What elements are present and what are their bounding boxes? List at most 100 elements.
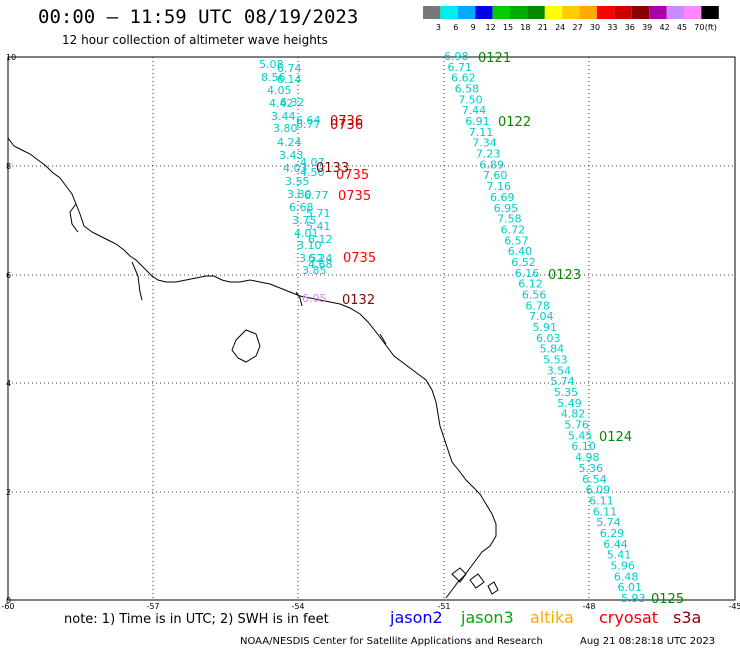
time-label: 0121: [478, 51, 511, 66]
swh-value: 6.40: [508, 245, 533, 258]
lon-tick-label: -45: [728, 602, 740, 610]
swh-value: 6.57: [504, 234, 529, 247]
lat-tick-labels: 0 2 4 6 8 10: [6, 53, 16, 605]
color-swatch: [649, 6, 667, 19]
track-west-b: 6.746.146.326.646.774.074.506.775.715.41…: [277, 62, 333, 271]
time-labels: 0121012201230124012507360736013307350735…: [316, 51, 684, 607]
swh-value: 4.07: [300, 156, 325, 169]
island-outline: [231, 329, 261, 363]
swh-value: 6.14: [277, 73, 302, 86]
swh-value: 7.04: [529, 310, 554, 323]
legend-cryosat: cryosat: [599, 608, 659, 627]
swh-value: 7.23: [476, 148, 501, 161]
color-swatch: [562, 6, 580, 19]
lon-tick-label: -54: [291, 602, 304, 610]
color-swatch: [631, 6, 650, 19]
lon-tick-label: -60: [1, 602, 14, 610]
swh-value: 7.58: [497, 213, 521, 226]
swh-value: 5.71: [306, 207, 331, 220]
swh-value: 6.69: [490, 191, 515, 204]
swh-value: 6.44: [603, 538, 628, 551]
swh-value: 4.03: [283, 162, 308, 175]
color-scale-label: 15: [503, 23, 513, 32]
color-swatch: [666, 6, 684, 19]
swh-value: 7.60: [483, 169, 508, 182]
swh-value: 6.77: [296, 118, 321, 131]
swh-value: 6.12: [308, 233, 333, 246]
swh-value: 7.50: [458, 93, 483, 106]
swh-value: 4.24: [277, 136, 302, 149]
swh-value: 6.32: [280, 96, 305, 109]
color-scale-label: 6: [453, 23, 458, 32]
swh-value: 6.10: [571, 440, 596, 453]
swh-value: 3.52: [299, 252, 324, 265]
legend-s3a: s3a: [673, 608, 702, 627]
swh-value: 5.74: [550, 375, 575, 388]
swh-value: 5.08: [259, 58, 284, 71]
swh-value: 7.34: [472, 137, 497, 150]
swh-value: 6.11: [593, 505, 618, 518]
color-scale-label: 39: [642, 23, 652, 32]
swh-value: 6.16: [515, 267, 540, 280]
color-swatch: [701, 6, 719, 19]
swh-value: 8.56: [261, 71, 286, 84]
map-frame: [7, 56, 736, 601]
lon-tick-label: -57: [146, 602, 159, 610]
track-east: 6.986.716.626.587.507.446.917.117.347.23…: [444, 50, 646, 605]
color-scale-label: 36: [625, 23, 635, 32]
legend-altika: altika: [530, 608, 574, 627]
swh-value: 6.54: [582, 473, 607, 486]
color-swatch: [475, 6, 493, 19]
swh-value: 4.05: [267, 84, 292, 97]
swh-value: 6.71: [448, 61, 473, 74]
swh-value: 4.42: [269, 97, 294, 110]
color-scale-label: 24: [555, 23, 565, 32]
color-scale-label: 70: [694, 23, 704, 32]
lat-tick-label: 2: [6, 488, 11, 497]
time-label: 0133: [316, 161, 349, 176]
swh-value: 6.56: [522, 289, 547, 302]
swh-value: 6.01: [618, 581, 643, 594]
swh-value: 6.48: [614, 570, 639, 583]
swh-value: 5.84: [540, 343, 565, 356]
time-label: 0132: [342, 293, 375, 308]
page-title: 00:00 – 11:59 UTC 08/19/2023: [38, 6, 359, 28]
swh-value: 6.12: [518, 278, 543, 291]
swh-value: 6.68: [289, 201, 314, 214]
time-label: 0124: [599, 430, 632, 445]
color-swatch: [544, 6, 563, 19]
color-swatch: [510, 6, 528, 19]
color-swatch: [492, 6, 510, 19]
legend-jason3: jason3: [461, 608, 514, 627]
swh-value: 6.72: [501, 223, 525, 236]
swh-value: 7.11: [469, 126, 494, 139]
swh-value: 5.41: [607, 549, 632, 562]
swh-value: 6.62: [451, 72, 476, 85]
color-swatch: [579, 6, 597, 19]
swh-value: 6.91: [465, 115, 490, 128]
swh-value: 6.77: [304, 189, 329, 202]
lat-tick-label: 8: [6, 162, 11, 171]
track-west-pink: 6.05: [302, 292, 327, 305]
swh-value: 6.24: [308, 252, 333, 265]
delta-islands: [451, 567, 499, 595]
swh-value: 6.52: [511, 256, 536, 269]
footer-credit: NOAA/NESDIS Center for Satellite Applica…: [240, 636, 543, 647]
swh-value: 3.54: [547, 364, 572, 377]
swh-value: 6.89: [479, 158, 504, 171]
color-scale-label: 12: [486, 23, 496, 32]
swh-value: 4.68: [308, 258, 333, 271]
time-label: 0736: [330, 114, 363, 129]
color-scale-label: 21: [538, 23, 548, 32]
swh-value: 6.29: [600, 527, 625, 540]
swh-value: 4.98: [575, 451, 600, 464]
swh-value: 4.01: [294, 227, 319, 240]
swh-value: 5.53: [543, 354, 568, 367]
swh-value: 5.36: [579, 462, 604, 475]
time-label: 0122: [498, 115, 531, 130]
swh-value: 5.74: [596, 516, 621, 529]
swh-value: 5.76: [564, 419, 589, 432]
color-scale-label: 27: [573, 23, 583, 32]
color-swatch: [614, 6, 632, 19]
swh-value: 6.95: [494, 202, 518, 215]
